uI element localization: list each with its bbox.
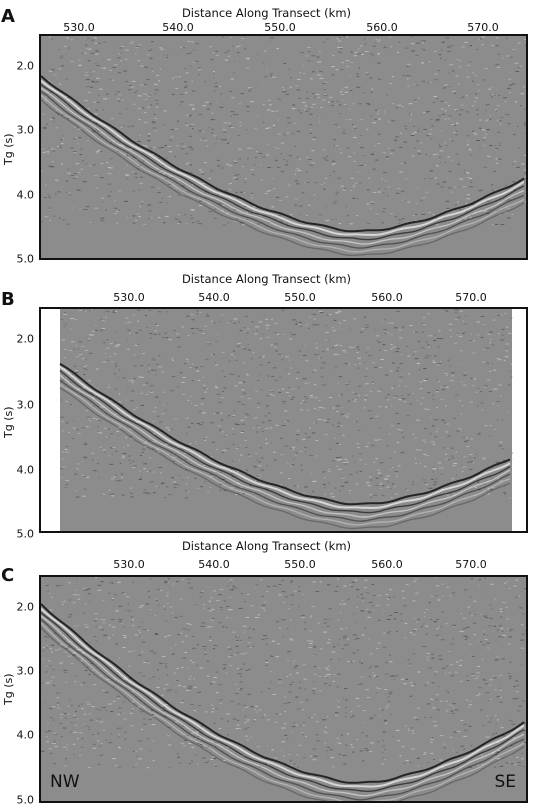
x-tick-label: 530.0 <box>113 292 145 303</box>
x-tick-label: 570.0 <box>455 559 487 570</box>
panel-letter: C <box>1 567 14 585</box>
se-direction-label: SE <box>494 774 516 791</box>
seismic-image-c <box>41 577 526 801</box>
y-tick-label: 4.0 <box>6 190 34 201</box>
seismic-section-a <box>39 34 528 260</box>
panel-b: B Distance Along Transect (km) 530.0 540… <box>0 270 533 542</box>
x-tick-label: 570.0 <box>455 292 487 303</box>
x-axis-title: Distance Along Transect (km) <box>0 541 533 553</box>
x-tick-label: 570.0 <box>467 22 499 33</box>
y-tick-label: 2.0 <box>6 334 34 345</box>
y-tick-label: 4.0 <box>6 465 34 476</box>
x-tick-label: 540.0 <box>198 559 230 570</box>
seismic-section-b <box>39 307 528 533</box>
panel-letter: B <box>1 291 15 309</box>
seismic-image-b <box>41 309 526 531</box>
y-tick-label: 5.0 <box>6 795 34 806</box>
x-tick-label: 560.0 <box>371 292 403 303</box>
x-tick-label: 550.0 <box>284 559 316 570</box>
x-tick-label: 540.0 <box>162 22 194 33</box>
y-axis-title: Tg (s) <box>3 133 14 165</box>
x-tick-label: 530.0 <box>63 22 95 33</box>
panel-a: A Distance Along Transect (km) 530.0 540… <box>0 0 533 270</box>
seismic-image-a <box>41 36 526 258</box>
x-axis-title: Distance Along Transect (km) <box>0 274 533 286</box>
x-tick-label: 560.0 <box>366 22 398 33</box>
panel-c: C Distance Along Transect (km) 530.0 540… <box>0 537 533 805</box>
x-tick-label: 550.0 <box>284 292 316 303</box>
section-background <box>41 36 526 258</box>
y-axis-title: Tg (s) <box>3 673 14 705</box>
y-tick-label: 4.0 <box>6 730 34 741</box>
y-tick-label: 2.0 <box>6 61 34 72</box>
x-tick-label: 550.0 <box>264 22 296 33</box>
y-axis-title: Tg (s) <box>3 406 14 438</box>
nw-direction-label: NW <box>50 774 80 791</box>
y-tick-label: 2.0 <box>6 602 34 613</box>
x-tick-label: 540.0 <box>198 292 230 303</box>
x-tick-label: 530.0 <box>113 559 145 570</box>
x-axis-title: Distance Along Transect (km) <box>0 8 533 20</box>
x-tick-label: 560.0 <box>371 559 403 570</box>
y-tick-label: 5.0 <box>6 254 34 265</box>
seismic-section-c: NW SE <box>39 575 528 803</box>
